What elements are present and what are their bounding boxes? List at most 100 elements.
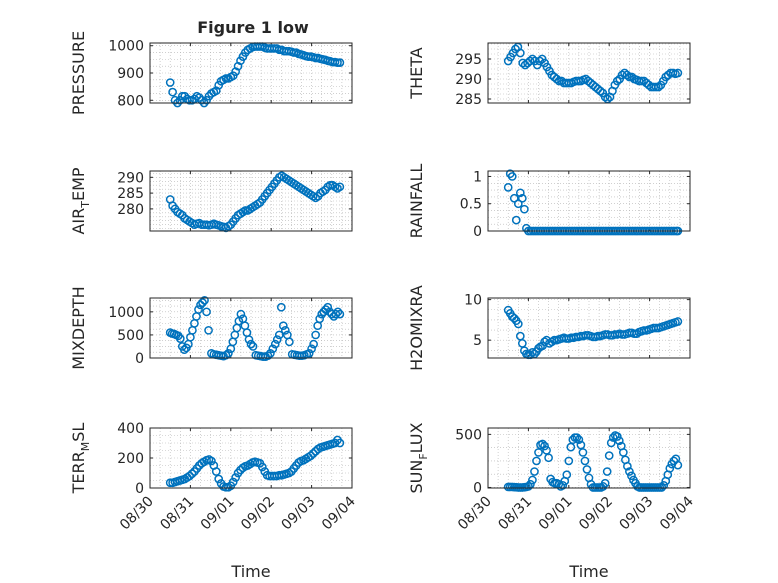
data-point xyxy=(276,302,286,312)
data-point xyxy=(228,477,238,487)
data-point xyxy=(580,456,590,466)
x-tick-label: 09/02 xyxy=(238,494,278,534)
data-point xyxy=(207,456,216,466)
data-point xyxy=(315,314,325,324)
data-point xyxy=(198,298,207,307)
y-axis-label: MIXDEPTH xyxy=(69,286,88,369)
y-tick-label: 290 xyxy=(117,170,144,186)
data-point xyxy=(335,438,345,448)
y-tick-label: 400 xyxy=(117,421,144,437)
x-tick-label: 08/31 xyxy=(495,494,535,534)
data-point xyxy=(511,215,521,225)
data-point xyxy=(335,309,345,319)
y-tick-label: 200 xyxy=(117,451,144,467)
data-point xyxy=(272,335,282,344)
subplot-theta: 285 290 295 THETA xyxy=(407,42,691,108)
x-tick-label: 09/03 xyxy=(617,494,657,534)
data-point xyxy=(665,464,675,473)
subplot-mixdepth: 0 500 1000 MIXDEPTH xyxy=(69,286,353,370)
data-point xyxy=(333,307,343,317)
data-point xyxy=(204,325,213,335)
y-tick-label: 500 xyxy=(455,427,482,443)
y-tick-label: 900 xyxy=(117,66,144,82)
data-point xyxy=(285,337,294,347)
data-point xyxy=(673,68,683,78)
data-point xyxy=(266,349,275,358)
data-point xyxy=(331,309,341,319)
x-tick-label: 09/03 xyxy=(279,494,319,534)
data-point xyxy=(612,76,622,86)
data-point xyxy=(562,470,572,480)
data-point xyxy=(595,86,605,96)
subplot-sun: 0 500 08/30 08/31 09/01 09/02 09/03 09/04 SUNFLU… xyxy=(407,422,697,581)
data-point xyxy=(582,465,592,474)
data-point xyxy=(304,349,314,358)
data-point xyxy=(311,330,320,340)
data-point xyxy=(552,74,562,84)
y-tick-label: 10 xyxy=(464,293,482,309)
data-point xyxy=(659,480,669,490)
data-point xyxy=(309,339,318,349)
y-tick-label: 0.5 xyxy=(460,197,482,213)
data-point xyxy=(263,351,273,361)
y-tick-label: 295 xyxy=(455,52,482,68)
data-point xyxy=(278,321,288,331)
subplot-pressure: 800 900 1000 PRESSURE xyxy=(69,31,353,115)
data-point xyxy=(503,183,513,192)
data-point xyxy=(622,70,632,80)
y-tick-label: 0 xyxy=(135,481,144,497)
data-point xyxy=(627,471,636,481)
data-point xyxy=(602,467,612,476)
data-point xyxy=(335,182,345,192)
data-point xyxy=(657,483,667,492)
x-tick-label: 09/01 xyxy=(198,494,238,534)
grid-lines xyxy=(488,171,690,231)
data-point xyxy=(528,475,537,485)
data-point xyxy=(187,469,197,479)
data-series xyxy=(503,431,683,492)
data-point xyxy=(625,467,634,476)
y-tick-label: 285 xyxy=(117,186,144,202)
data-point xyxy=(224,349,233,358)
data-point xyxy=(614,436,624,446)
data-point xyxy=(236,309,246,319)
y-tick-label: 0 xyxy=(473,224,482,240)
data-point xyxy=(532,456,541,466)
data-point xyxy=(231,473,240,482)
data-point xyxy=(578,448,588,457)
data-point xyxy=(165,78,175,87)
data-point xyxy=(600,478,610,488)
x-tick-label: 09/04 xyxy=(319,493,359,533)
x-tick-label: 09/02 xyxy=(576,494,616,534)
data-point xyxy=(623,461,632,471)
data-point xyxy=(564,456,574,466)
y-axis-label: H2OMIXRA xyxy=(407,285,426,371)
data-point xyxy=(214,474,224,484)
y-tick-label: 0 xyxy=(135,351,144,367)
y-tick-label: 280 xyxy=(117,202,144,218)
data-point xyxy=(600,92,610,102)
y-tick-label: 1 xyxy=(473,169,482,185)
y-axis-label: PRESSURE xyxy=(69,31,88,115)
data-point xyxy=(517,193,527,203)
data-point xyxy=(244,335,254,344)
data-point xyxy=(268,344,278,354)
data-series xyxy=(165,435,345,492)
y-tick-label: 285 xyxy=(455,92,482,108)
y-axis-label: THETA xyxy=(407,47,426,99)
data-point xyxy=(194,305,203,314)
data-point xyxy=(654,82,663,92)
data-point xyxy=(574,435,584,445)
y-axis-label: SUNFLUX xyxy=(407,422,430,493)
data-point xyxy=(572,433,582,442)
data-point xyxy=(307,344,316,354)
y-tick-label: 1000 xyxy=(108,305,144,321)
y-tick-label: 800 xyxy=(117,93,144,109)
data-point xyxy=(520,204,529,214)
data-point xyxy=(509,313,519,323)
data-point xyxy=(202,307,211,317)
data-point xyxy=(308,449,318,458)
data-point xyxy=(200,295,209,305)
